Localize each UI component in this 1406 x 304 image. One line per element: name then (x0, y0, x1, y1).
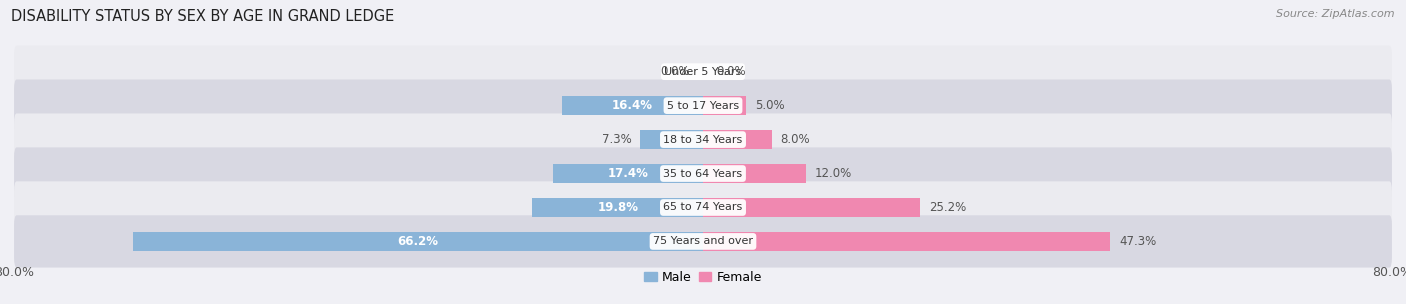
Text: 18 to 34 Years: 18 to 34 Years (664, 135, 742, 145)
Bar (553, 164, 703, 183)
Bar (703, 164, 807, 183)
Bar (134, 232, 703, 251)
Bar (703, 232, 1111, 251)
Text: DISABILITY STATUS BY SEX BY AGE IN GRAND LEDGE: DISABILITY STATUS BY SEX BY AGE IN GRAND… (11, 9, 395, 24)
FancyBboxPatch shape (14, 147, 1392, 200)
FancyBboxPatch shape (14, 215, 1392, 268)
Text: Under 5 Years: Under 5 Years (665, 67, 741, 77)
Text: 65 to 74 Years: 65 to 74 Years (664, 202, 742, 212)
Bar (562, 96, 703, 116)
Text: 5.0%: 5.0% (755, 99, 785, 112)
Text: 0.0%: 0.0% (661, 65, 690, 78)
Text: 75 Years and over: 75 Years and over (652, 237, 754, 247)
Text: 16.4%: 16.4% (612, 99, 652, 112)
Text: 66.2%: 66.2% (398, 235, 439, 248)
Text: 17.4%: 17.4% (607, 167, 648, 180)
Legend: Male, Female: Male, Female (640, 266, 766, 289)
Text: 7.3%: 7.3% (602, 133, 631, 146)
FancyBboxPatch shape (14, 181, 1392, 233)
Text: 0.0%: 0.0% (716, 65, 745, 78)
Text: 25.2%: 25.2% (928, 201, 966, 214)
Bar (640, 130, 703, 150)
FancyBboxPatch shape (14, 46, 1392, 98)
Text: 19.8%: 19.8% (598, 201, 638, 214)
FancyBboxPatch shape (14, 80, 1392, 132)
Bar (703, 198, 920, 217)
Text: 35 to 64 Years: 35 to 64 Years (664, 168, 742, 178)
Text: 8.0%: 8.0% (780, 133, 810, 146)
FancyBboxPatch shape (14, 113, 1392, 166)
Bar (703, 96, 747, 116)
Text: 5 to 17 Years: 5 to 17 Years (666, 101, 740, 111)
Text: Source: ZipAtlas.com: Source: ZipAtlas.com (1277, 9, 1395, 19)
Bar (703, 130, 772, 150)
Bar (533, 198, 703, 217)
Text: 47.3%: 47.3% (1119, 235, 1156, 248)
Text: 12.0%: 12.0% (815, 167, 852, 180)
